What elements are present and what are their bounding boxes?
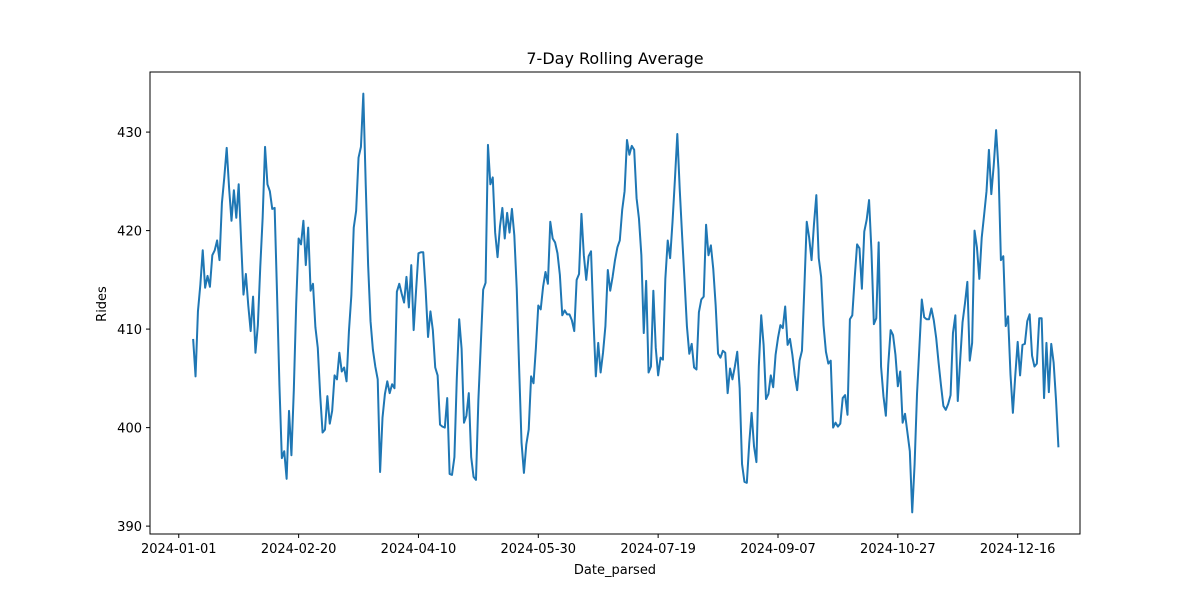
plot-area <box>192 92 1060 514</box>
x-axis-label: Date_parsed <box>574 563 656 578</box>
x-tick-label: 2024-09-07 <box>740 542 816 557</box>
y-tick-label: 420 <box>117 225 142 240</box>
x-tick-label: 2024-01-01 <box>141 542 217 557</box>
y-tick-label: 430 <box>117 126 142 141</box>
x-tick-label: 2024-04-10 <box>381 542 457 557</box>
y-axis: 390 400 410 420 430 <box>117 126 150 535</box>
x-axis: 2024-01-01 2024-02-20 2024-04-10 2024-05-30… <box>141 534 1055 557</box>
y-axis-label: Rides <box>95 286 110 322</box>
x-tick-label: 2024-07-19 <box>620 542 696 557</box>
x-tick-label: 2024-10-27 <box>860 542 936 557</box>
x-tick-label: 2024-02-20 <box>261 542 337 557</box>
y-tick-label: 390 <box>117 520 142 535</box>
y-tick-label: 410 <box>117 323 142 338</box>
series-line-0 <box>192 92 1060 514</box>
plot-frame <box>149 71 1081 535</box>
x-tick-label: 2024-05-30 <box>501 542 577 557</box>
x-tick-label: 2024-12-16 <box>980 542 1056 557</box>
y-tick-label: 400 <box>117 422 142 437</box>
chart-title: 7-Day Rolling Average <box>526 49 703 68</box>
